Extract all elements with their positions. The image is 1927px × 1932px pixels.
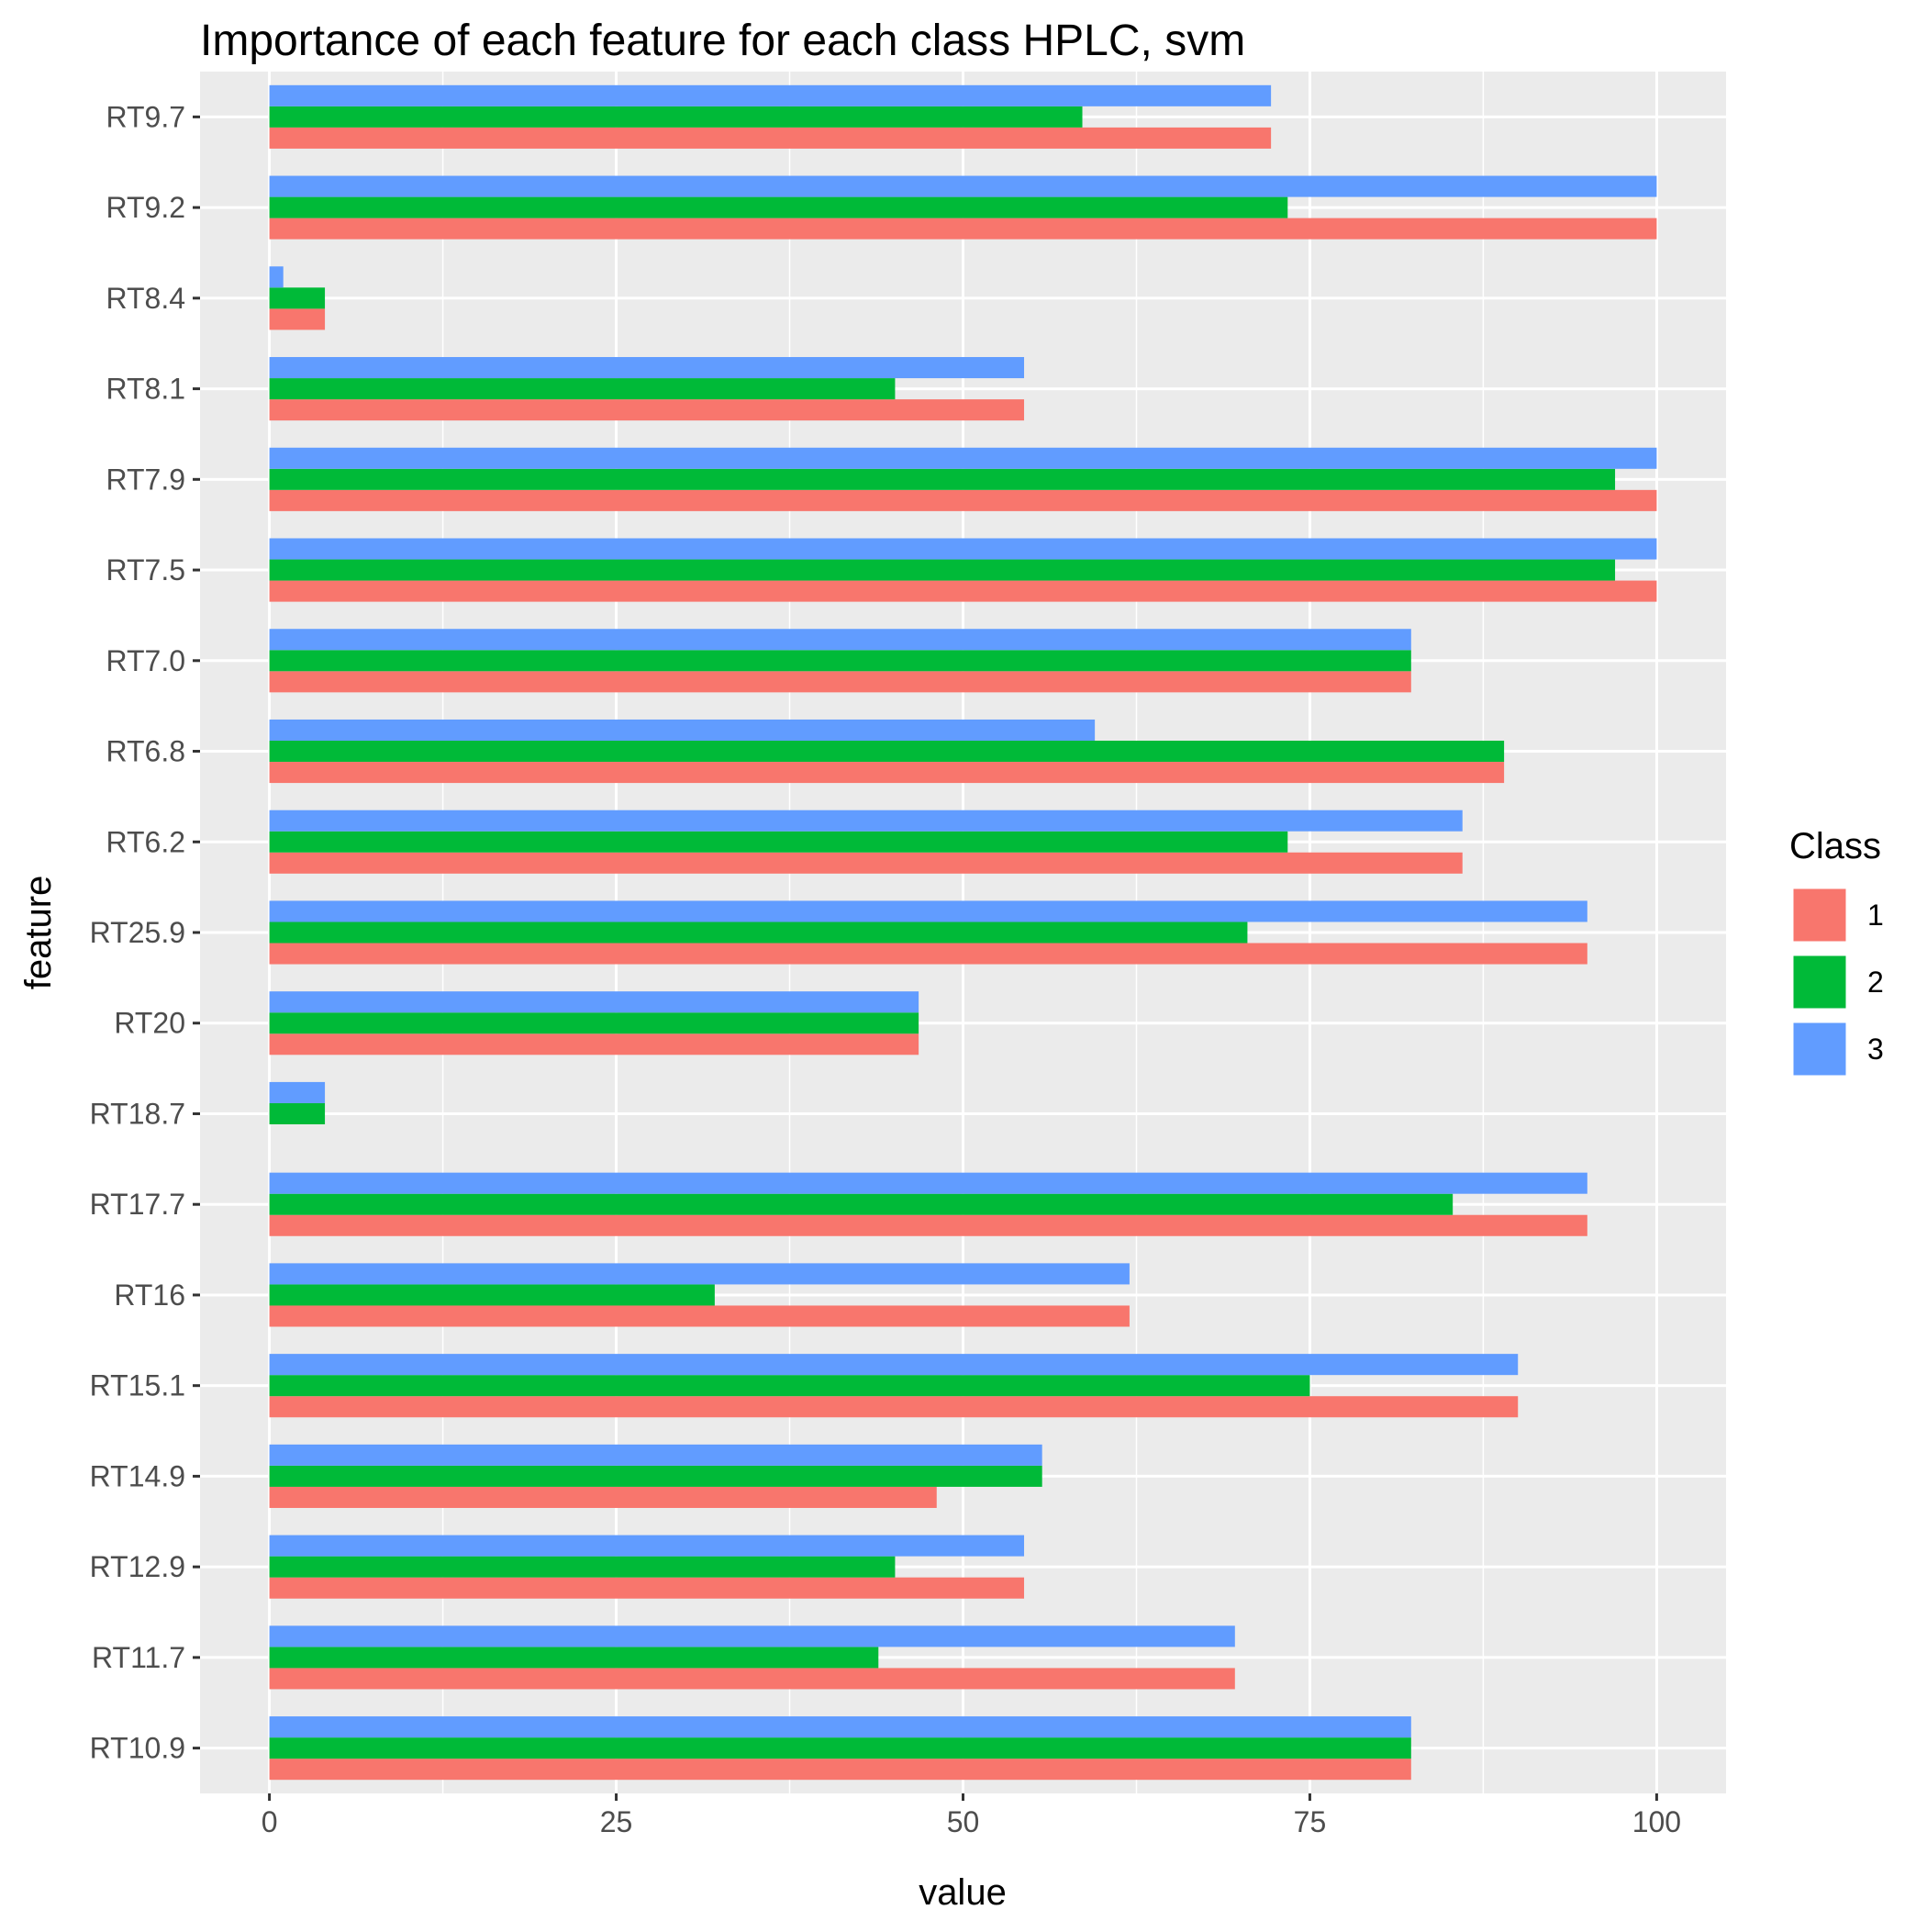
- y-tick-label: RT10.9: [90, 1732, 185, 1765]
- bar-RT7.5-class-1: [269, 580, 1657, 602]
- y-tick-label: RT7.0: [106, 644, 185, 677]
- legend-label-2: 2: [1867, 966, 1884, 999]
- y-tick-label: RT6.8: [106, 735, 185, 768]
- bar-RT8.1-class-1: [269, 399, 1025, 421]
- x-tick-label: 25: [600, 1805, 633, 1838]
- y-tick-label: RT16: [114, 1279, 185, 1312]
- y-axis-title: feature: [18, 876, 59, 990]
- bar-RT9.7-class-3: [269, 84, 1272, 106]
- y-tick-label: RT6.2: [106, 825, 185, 858]
- bar-RT16-class-2: [269, 1284, 715, 1306]
- bar-RT7.0-class-1: [269, 671, 1411, 693]
- bar-RT10.9-class-1: [269, 1759, 1411, 1781]
- bar-RT14.9-class-2: [269, 1465, 1042, 1487]
- bar-RT9.2-class-2: [269, 196, 1288, 218]
- bar-RT11.7-class-1: [269, 1668, 1235, 1690]
- bar-RT15.1-class-3: [269, 1354, 1519, 1376]
- y-axis: RT9.7 RT9.2 RT8.4 RT8.1 RT7.9 RT7.5 RT7.0 RT6.8…: [90, 100, 200, 1765]
- y-tick-label: RT8.4: [106, 282, 185, 315]
- legend-title: Class: [1789, 826, 1881, 866]
- bar-RT12.9-class-3: [269, 1535, 1025, 1557]
- bar-RT6.2-class-1: [269, 852, 1463, 874]
- legend-label-3: 3: [1867, 1033, 1884, 1066]
- bar-RT9.7-class-2: [269, 106, 1083, 128]
- bar-RT7.9-class-3: [269, 447, 1657, 469]
- bar-RT25.9-class-1: [269, 943, 1587, 965]
- bar-RT25.9-class-3: [269, 900, 1587, 922]
- y-tick-label: RT8.1: [106, 373, 185, 406]
- bar-RT20-class-2: [269, 1012, 919, 1034]
- bar-RT9.2-class-1: [269, 218, 1657, 240]
- bar-RT8.1-class-2: [269, 378, 896, 400]
- y-tick-label: RT9.2: [106, 191, 185, 224]
- bar-RT14.9-class-1: [269, 1486, 937, 1508]
- y-tick-label: RT7.9: [106, 463, 185, 496]
- y-tick-label: RT14.9: [90, 1459, 185, 1492]
- bar-RT8.4-class-2: [269, 287, 326, 309]
- x-axis-title: value: [919, 1872, 1007, 1913]
- legend-key-1: [1790, 886, 1849, 944]
- y-tick-label: RT17.7: [90, 1188, 185, 1221]
- y-tick-label: RT15.1: [90, 1369, 185, 1402]
- bar-RT8.1-class-3: [269, 357, 1025, 379]
- bar-RT16-class-1: [269, 1305, 1130, 1327]
- bar-RT6.2-class-3: [269, 810, 1463, 832]
- y-tick-label: RT20: [114, 1007, 185, 1040]
- bar-RT20-class-3: [269, 991, 919, 1013]
- bar-RT8.4-class-3: [269, 266, 284, 288]
- bar-RT6.8-class-2: [269, 741, 1505, 763]
- bar-RT17.7-class-1: [269, 1214, 1587, 1236]
- y-tick-label: RT11.7: [92, 1641, 185, 1674]
- bar-RT15.1-class-1: [269, 1396, 1519, 1418]
- x-tick-label: 100: [1632, 1805, 1681, 1838]
- bar-RT10.9-class-3: [269, 1716, 1411, 1738]
- bar-RT7.9-class-1: [269, 489, 1657, 511]
- bar-RT7.0-class-3: [269, 629, 1411, 651]
- bar-RT10.9-class-2: [269, 1737, 1411, 1759]
- y-tick-label: RT9.7: [106, 100, 185, 133]
- bar-RT9.2-class-3: [269, 175, 1657, 197]
- bar-RT7.5-class-3: [269, 538, 1657, 560]
- bar-RT7.5-class-2: [269, 559, 1616, 581]
- x-tick-label: 75: [1294, 1805, 1327, 1838]
- bar-RT18.7-class-3: [269, 1081, 326, 1103]
- bar-RT11.7-class-2: [269, 1647, 879, 1669]
- bar-RT9.7-class-1: [269, 127, 1272, 149]
- legend-key-2: [1790, 953, 1849, 1011]
- bar-RT11.7-class-3: [269, 1625, 1235, 1647]
- x-tick-label: 50: [947, 1805, 980, 1838]
- bar-RT7.9-class-2: [269, 468, 1616, 490]
- x-tick-label: 0: [262, 1805, 278, 1838]
- legend-key-3: [1790, 1020, 1849, 1078]
- bar-RT6.2-class-2: [269, 831, 1288, 853]
- bar-RT18.7-class-2: [269, 1102, 326, 1124]
- bars-layer: [269, 84, 1657, 1781]
- legend-items: 1 2 3: [1790, 886, 1884, 1078]
- legend-label-1: 1: [1867, 899, 1884, 932]
- bar-RT20-class-1: [269, 1033, 919, 1055]
- y-tick-label: RT7.5: [106, 553, 185, 586]
- y-tick-label: RT18.7: [90, 1097, 185, 1130]
- bar-RT6.8-class-3: [269, 719, 1096, 742]
- y-tick-label: RT25.9: [90, 916, 185, 949]
- bar-RT25.9-class-2: [269, 921, 1248, 944]
- bar-RT12.9-class-2: [269, 1556, 896, 1578]
- bar-RT17.7-class-3: [269, 1172, 1587, 1194]
- bar-RT6.8-class-1: [269, 762, 1505, 784]
- bar-RT7.0-class-2: [269, 650, 1411, 672]
- bar-RT16-class-3: [269, 1263, 1130, 1285]
- y-tick-label: RT12.9: [90, 1550, 185, 1583]
- x-axis: 0 25 50 75 100: [262, 1793, 1681, 1838]
- bar-RT12.9-class-1: [269, 1577, 1025, 1599]
- bar-RT8.4-class-1: [269, 308, 326, 330]
- bar-RT15.1-class-2: [269, 1375, 1310, 1397]
- bar-RT17.7-class-2: [269, 1193, 1454, 1215]
- chart-title: Importance of each feature for each clas…: [200, 17, 1245, 65]
- bar-RT14.9-class-3: [269, 1444, 1042, 1466]
- legend: Class 1 2 3: [1789, 826, 1884, 1078]
